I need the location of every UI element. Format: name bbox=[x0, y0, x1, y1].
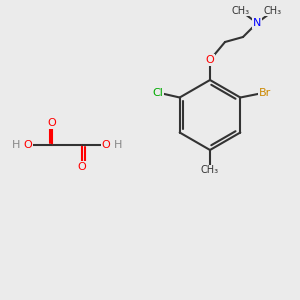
Text: CH₃: CH₃ bbox=[264, 6, 282, 16]
Text: O: O bbox=[206, 55, 214, 65]
Text: Br: Br bbox=[259, 88, 272, 98]
Text: CH₃: CH₃ bbox=[232, 6, 250, 16]
Text: Cl: Cl bbox=[152, 88, 163, 98]
Text: H: H bbox=[114, 140, 122, 150]
Text: O: O bbox=[48, 118, 56, 128]
Text: O: O bbox=[24, 140, 32, 150]
Text: O: O bbox=[78, 162, 86, 172]
Text: O: O bbox=[102, 140, 110, 150]
Text: N: N bbox=[253, 18, 261, 28]
Text: H: H bbox=[12, 140, 20, 150]
Text: CH₃: CH₃ bbox=[201, 165, 219, 175]
